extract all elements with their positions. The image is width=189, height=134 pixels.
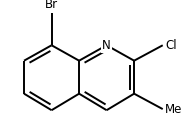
Text: Br: Br xyxy=(45,0,58,11)
Text: Cl: Cl xyxy=(165,39,177,52)
Text: Me: Me xyxy=(165,103,182,116)
Text: N: N xyxy=(102,39,111,52)
